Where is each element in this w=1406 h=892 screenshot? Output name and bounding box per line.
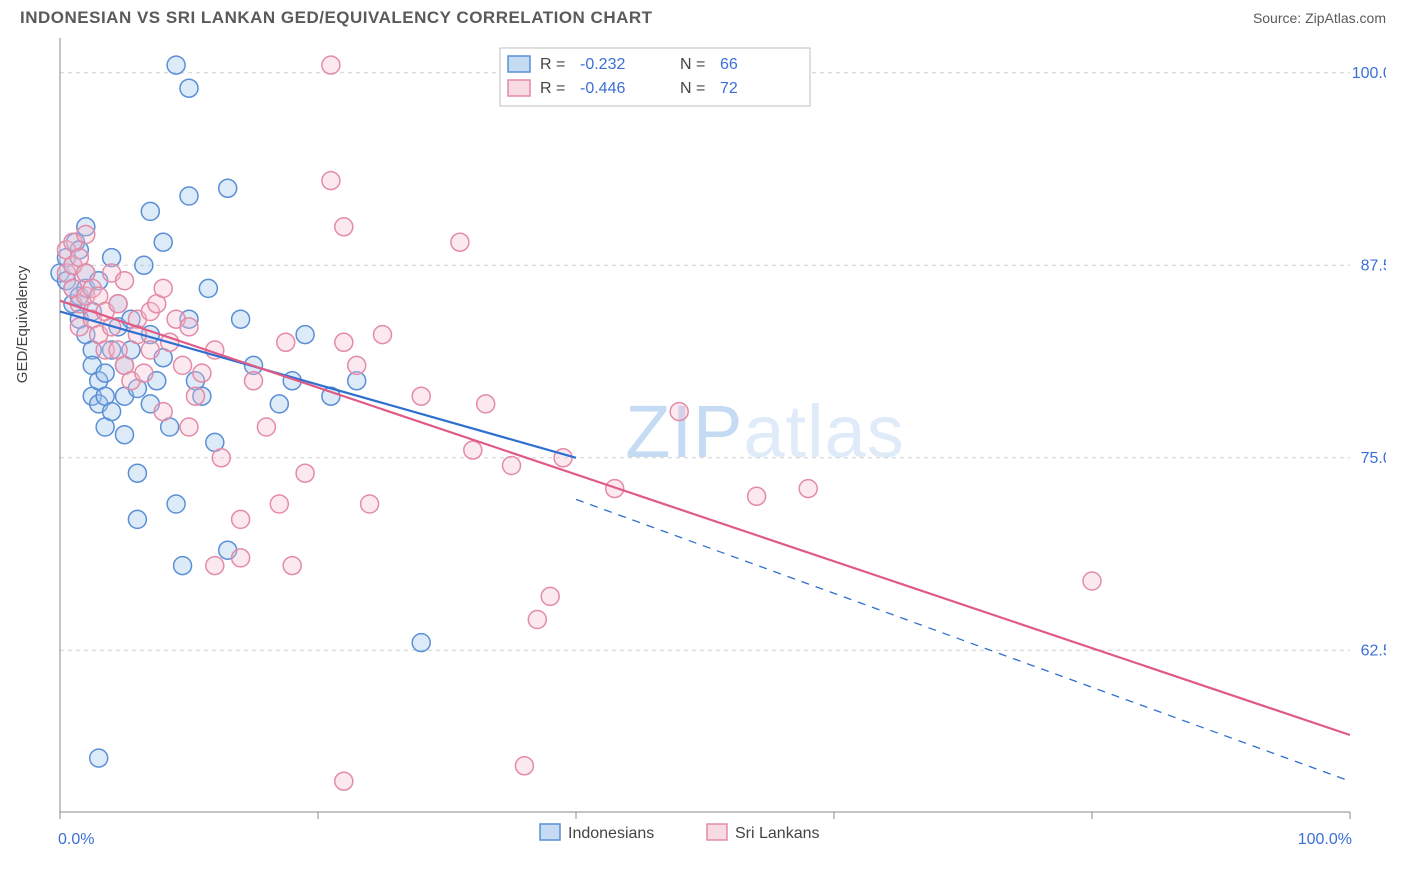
svg-text:72: 72 — [720, 80, 738, 97]
svg-text:-0.232: -0.232 — [580, 56, 625, 73]
svg-text:Sri Lankans: Sri Lankans — [735, 825, 820, 842]
svg-text:-0.446: -0.446 — [580, 80, 625, 97]
source-link[interactable]: ZipAtlas.com — [1305, 10, 1386, 26]
correlation-scatter-chart: 62.5% 75.0% 87.5% 100.0% 0.0% 100.0% ZIPatlas R… — [20, 32, 1386, 852]
source-prefix: Source: — [1253, 10, 1305, 26]
svg-text:100.0%: 100.0% — [1298, 831, 1352, 848]
source-credit: Source: ZipAtlas.com — [1253, 10, 1386, 26]
svg-text:62.5%: 62.5% — [1361, 642, 1386, 659]
svg-text:R =: R = — [540, 80, 565, 97]
chart-container: GED/Equivalency 62.5%75.0%87.5%100.0%0.0… — [20, 32, 1386, 852]
chart-title: INDONESIAN VS SRI LANKAN GED/EQUIVALENCY… — [20, 8, 653, 28]
svg-text:75.0%: 75.0% — [1361, 450, 1386, 467]
svg-text:N =: N = — [680, 56, 705, 73]
y-axis-label: GED/Equivalency — [14, 266, 31, 384]
svg-text:66: 66 — [720, 56, 738, 73]
svg-text:R =: R = — [540, 56, 565, 73]
svg-text:0.0%: 0.0% — [58, 831, 94, 848]
svg-text:87.5%: 87.5% — [1361, 257, 1386, 274]
svg-text:100.0%: 100.0% — [1352, 65, 1386, 82]
svg-text:Indonesians: Indonesians — [568, 825, 654, 842]
svg-text:ZIPatlas: ZIPatlas — [625, 390, 904, 473]
svg-text:N =: N = — [680, 80, 705, 97]
